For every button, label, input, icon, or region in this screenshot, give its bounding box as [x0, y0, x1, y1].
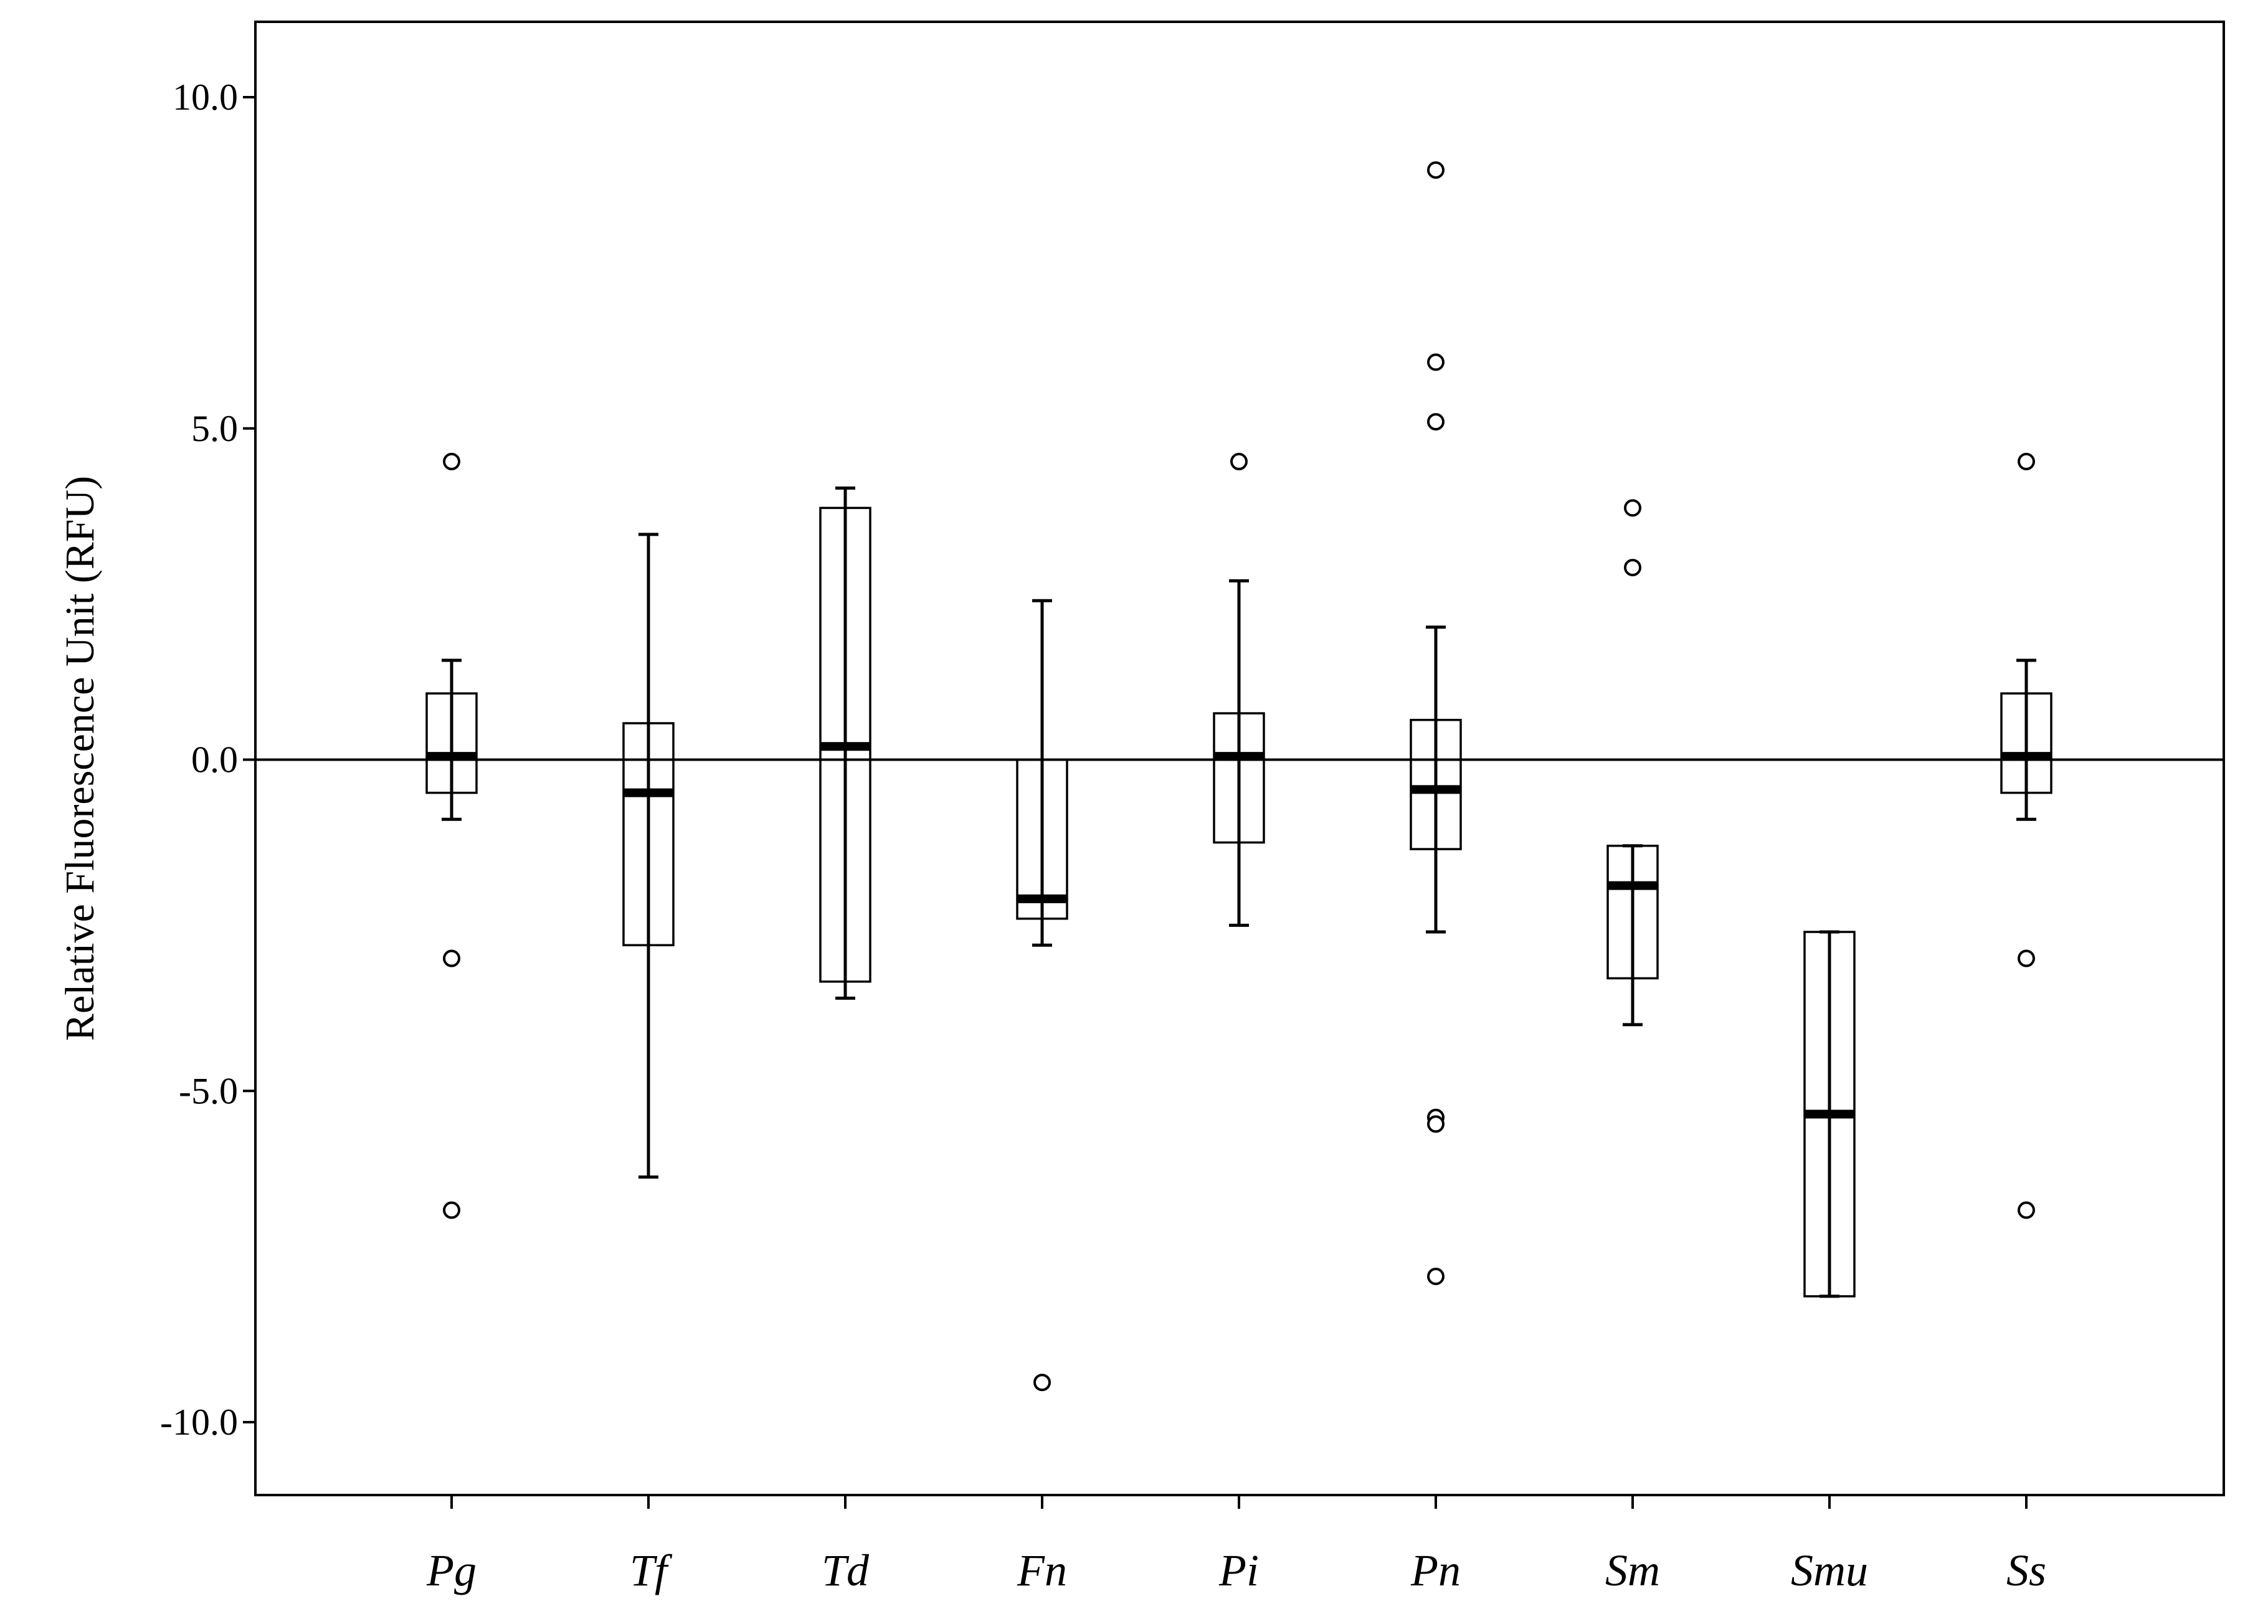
x-category-label-ss: Ss: [2006, 1546, 2046, 1595]
box-pg: [425, 452, 478, 1219]
y-tick-label: 0.0: [191, 739, 238, 781]
y-tick-label: -5.0: [179, 1070, 238, 1111]
outlier-point: [1427, 1268, 1445, 1286]
outlier-point: [2018, 1201, 2035, 1219]
outlier-point: [1033, 1374, 1051, 1392]
outlier-point: [443, 452, 460, 470]
x-axis: Pg Tf Td Fn Pi Pn Sm Smu Ss: [426, 1495, 2046, 1595]
y-axis: 10.0 5.0 0.0 -5.0 -10.0: [160, 77, 255, 1443]
x-category-label-fn: Fn: [1017, 1546, 1067, 1595]
outlier-point: [2018, 452, 2035, 470]
iqr-box: [2000, 692, 2052, 794]
box-smu: [1803, 930, 1856, 1298]
x-category-label-pg: Pg: [426, 1546, 477, 1595]
box-fn: [1016, 599, 1068, 1392]
x-category-label-pi: Pi: [1218, 1546, 1259, 1595]
outlier-point: [1624, 499, 1641, 517]
box-pi: [1213, 452, 1265, 927]
outlier-point: [1427, 353, 1445, 371]
box-tf: [622, 533, 675, 1179]
x-category-label-pn: Pn: [1410, 1546, 1461, 1595]
boxes-group: [425, 161, 2052, 1392]
x-category-label-td: Td: [822, 1546, 870, 1595]
x-category-label-tf: Tf: [630, 1546, 673, 1595]
y-tick-label: 10.0: [173, 77, 238, 118]
iqr-box: [425, 692, 478, 794]
iqr-box: [1606, 845, 1659, 980]
outlier-point: [443, 1201, 460, 1219]
x-category-label-sm: Sm: [1605, 1546, 1660, 1595]
outlier-point: [1427, 161, 1445, 179]
y-tick-label: -10.0: [160, 1402, 238, 1443]
y-axis-title: Relative Fluorescence Unit (RFU): [57, 476, 103, 1041]
y-tick-label: 5.0: [191, 408, 238, 449]
outlier-point: [443, 949, 460, 967]
outlier-point: [1427, 413, 1445, 431]
iqr-box: [1213, 712, 1265, 844]
outlier-point: [1427, 1115, 1445, 1133]
iqr-box: [1016, 758, 1068, 920]
box-ss: [2000, 452, 2052, 1219]
outlier-point: [2018, 949, 2035, 967]
outlier-point: [1624, 559, 1641, 577]
box-pn: [1410, 161, 1462, 1286]
iqr-box: [622, 722, 675, 947]
box-td: [819, 486, 871, 1000]
x-category-label-smu: Smu: [1791, 1546, 1868, 1595]
box-sm: [1606, 499, 1659, 1027]
iqr-box: [1410, 718, 1462, 850]
outlier-point: [1230, 452, 1248, 470]
